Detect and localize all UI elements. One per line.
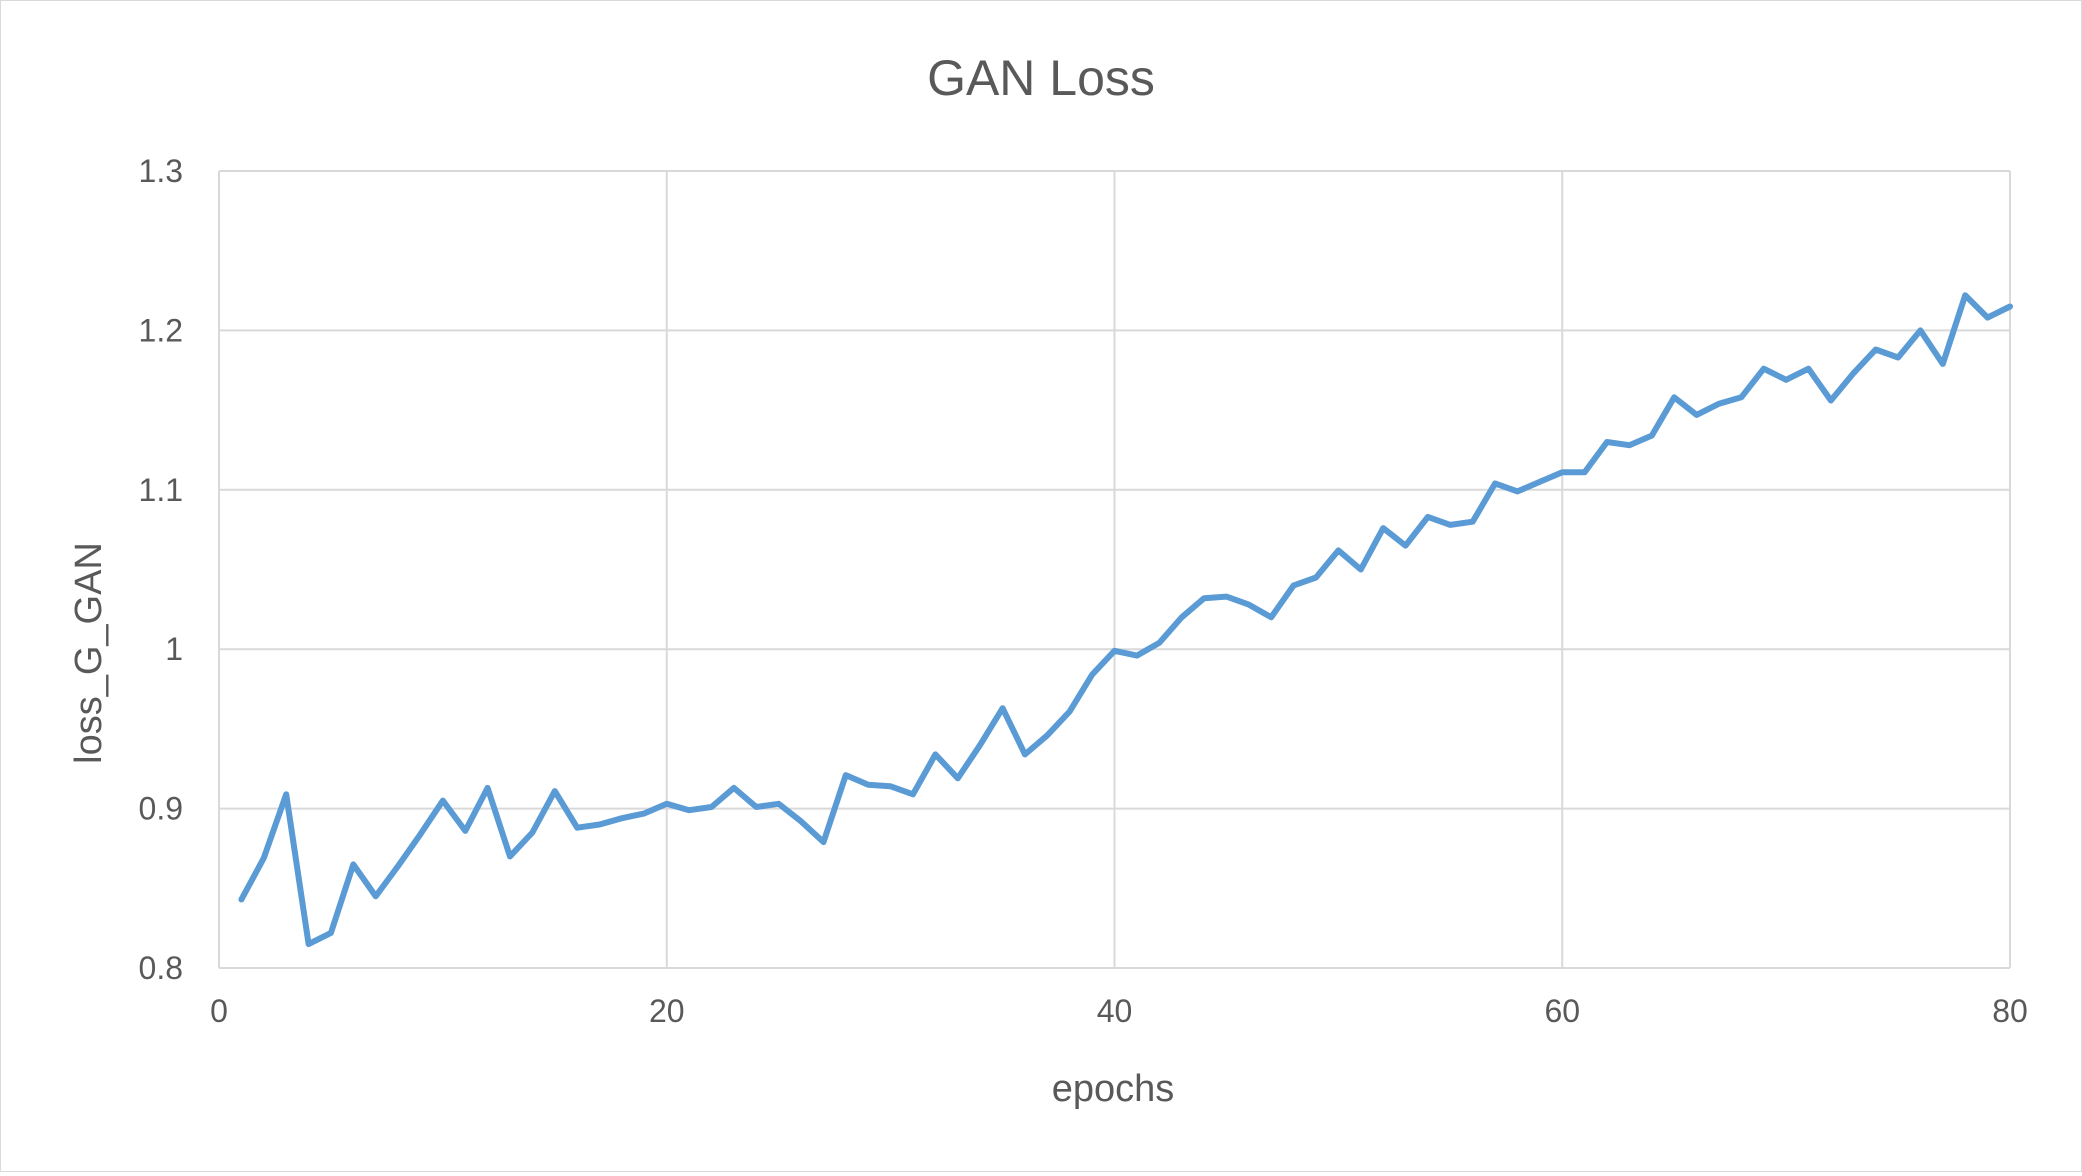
- series-layer: [238, 292, 2013, 948]
- gridlines: [218, 170, 2011, 969]
- x-axis-label: epochs: [1052, 1068, 1175, 1110]
- tick-labels: 0.8 0.9 1 1.1 1.2 1.3 0 20 40 60 80: [139, 153, 2028, 1029]
- y-tick-label: 1: [165, 631, 183, 667]
- x-tick-label: 20: [649, 993, 685, 1029]
- y-tick-label: 1.2: [139, 312, 183, 348]
- x-tick-label: 40: [1097, 993, 1133, 1029]
- y-axis-label: loss_G_GAN: [68, 542, 110, 764]
- series-line: [238, 292, 2013, 948]
- chart-title: GAN Loss: [927, 50, 1155, 106]
- y-tick-label: 0.9: [139, 791, 183, 827]
- y-tick-label: 1.3: [139, 153, 183, 189]
- y-tick-label: 0.8: [139, 950, 183, 986]
- x-tick-label: 60: [1544, 993, 1580, 1029]
- y-tick-label: 1.1: [139, 472, 183, 508]
- x-tick-label: 80: [1992, 993, 2028, 1029]
- x-tick-label: 0: [210, 993, 228, 1029]
